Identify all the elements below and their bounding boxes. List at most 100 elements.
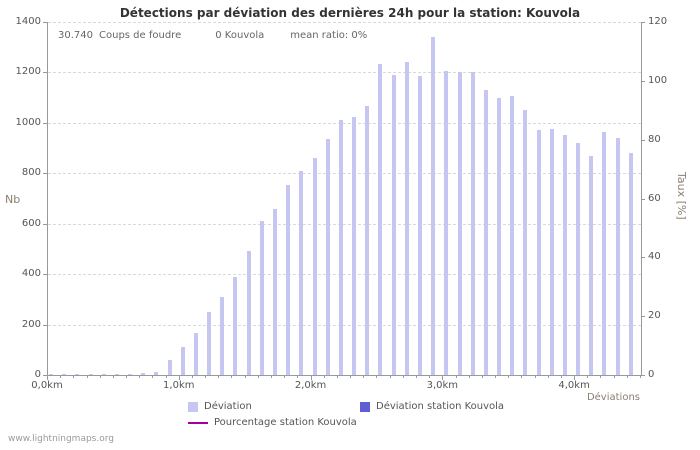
gridline-y — [48, 324, 641, 326]
deviation-bar — [431, 37, 436, 375]
y-tick-label-left: 1400 — [15, 16, 41, 27]
x-minor-tick — [547, 376, 549, 378]
strikes-label: Coups de foudre — [99, 30, 182, 41]
x-minor-tick — [455, 376, 457, 378]
x-minor-tick — [350, 376, 352, 378]
x-minor-tick — [376, 376, 378, 378]
y-tick-left — [43, 173, 47, 175]
x-minor-tick — [86, 376, 88, 378]
y-tick-right — [641, 80, 645, 82]
deviation-bar — [88, 374, 93, 375]
deviation-bar — [312, 158, 317, 375]
deviation-bar — [220, 297, 225, 375]
y-tick-left — [43, 223, 47, 225]
y-tick-right — [641, 22, 645, 23]
deviation-bar — [62, 374, 67, 375]
x-minor-tick — [495, 376, 497, 378]
x-tick-label: 4,0km — [558, 380, 590, 391]
x-minor-tick — [231, 376, 233, 378]
station-count: 0 — [215, 30, 222, 41]
x-minor-tick — [534, 376, 536, 378]
x-minor-tick — [152, 376, 154, 378]
x-minor-tick — [126, 376, 128, 378]
y-tick-right — [641, 198, 645, 200]
x-tick-label: 2,0km — [294, 380, 327, 391]
y-tick-label-left: 800 — [21, 167, 41, 179]
x-minor-tick — [429, 376, 431, 378]
y-tick-label-left: 1000 — [15, 116, 41, 128]
gridline-y — [48, 173, 641, 175]
x-minor-tick — [60, 376, 62, 378]
deviation-bar — [167, 360, 172, 375]
gridline-y — [48, 274, 641, 276]
deviation-bar — [207, 312, 212, 375]
y-tick-left — [43, 22, 47, 23]
deviation-bar — [259, 221, 264, 375]
y-tick-left — [43, 122, 47, 124]
x-tick — [574, 376, 576, 380]
x-minor-tick — [613, 376, 615, 378]
y-tick-right — [641, 257, 645, 259]
y-tick-right — [641, 139, 645, 141]
deviation-bar — [154, 372, 159, 375]
x-minor-tick — [600, 376, 602, 378]
x-minor-tick — [415, 376, 417, 378]
deviation-bar — [391, 75, 396, 375]
deviation-bar — [378, 64, 383, 375]
deviation-bar — [49, 374, 53, 375]
deviation-bar — [180, 347, 185, 375]
y-tick-label-right: 100 — [648, 74, 668, 86]
x-tick — [442, 376, 444, 380]
station-deviation-swatch-icon — [360, 401, 370, 412]
x-tick — [178, 376, 180, 380]
deviation-bar — [536, 130, 541, 375]
station-name: Kouvola — [224, 30, 265, 41]
x-minor-tick — [626, 376, 628, 378]
deviation-bar — [75, 374, 80, 375]
y-tick-left — [43, 375, 47, 376]
y-tick-label-left: 400 — [21, 268, 41, 280]
mean-ratio: mean ratio: 0% — [290, 30, 368, 41]
y-tick-label-left: 1200 — [15, 66, 41, 78]
x-tick-label: 0,0km — [31, 380, 63, 391]
deviation-bar — [193, 333, 198, 375]
x-minor-tick — [587, 376, 589, 378]
x-minor-tick — [205, 376, 207, 378]
gridline-y — [48, 223, 641, 225]
deviation-bar — [510, 96, 515, 375]
x-minor-tick — [521, 376, 523, 378]
deviation-swatch-icon — [188, 401, 198, 412]
deviation-bar — [325, 139, 330, 375]
x-minor-tick — [257, 376, 259, 378]
deviation-bar — [602, 132, 607, 375]
x-tick — [310, 376, 312, 380]
deviation-bar — [523, 110, 528, 375]
watermark: www.lightningmaps.org — [8, 434, 114, 444]
x-minor-tick — [191, 376, 193, 378]
x-minor-tick — [389, 376, 391, 378]
y-tick-left — [43, 324, 47, 326]
deviation-bar — [497, 98, 502, 375]
legend-label-percentage: Pourcentage station Kouvola — [214, 417, 357, 428]
deviation-bar — [483, 90, 488, 375]
deviation-bar — [338, 120, 343, 375]
x-minor-tick — [468, 376, 470, 378]
x-tick — [47, 376, 48, 380]
x-tick-label: 1,0km — [163, 380, 195, 391]
x-minor-tick — [244, 376, 246, 378]
x-minor-tick — [323, 376, 325, 378]
deviation-bar — [628, 153, 633, 375]
y-tick-label-left: 600 — [21, 217, 41, 229]
x-minor-tick — [481, 376, 483, 378]
deviation-bar — [549, 129, 554, 375]
deviation-bar — [404, 62, 409, 375]
deviation-bar — [273, 209, 278, 375]
x-minor-tick — [402, 376, 404, 378]
y-tick-label-left: 200 — [21, 318, 41, 330]
deviation-bar — [141, 373, 146, 375]
x-axis-label: Déviations — [586, 392, 640, 403]
y-tick-left — [43, 72, 47, 74]
x-minor-tick — [363, 376, 365, 378]
deviation-bar — [457, 72, 462, 375]
